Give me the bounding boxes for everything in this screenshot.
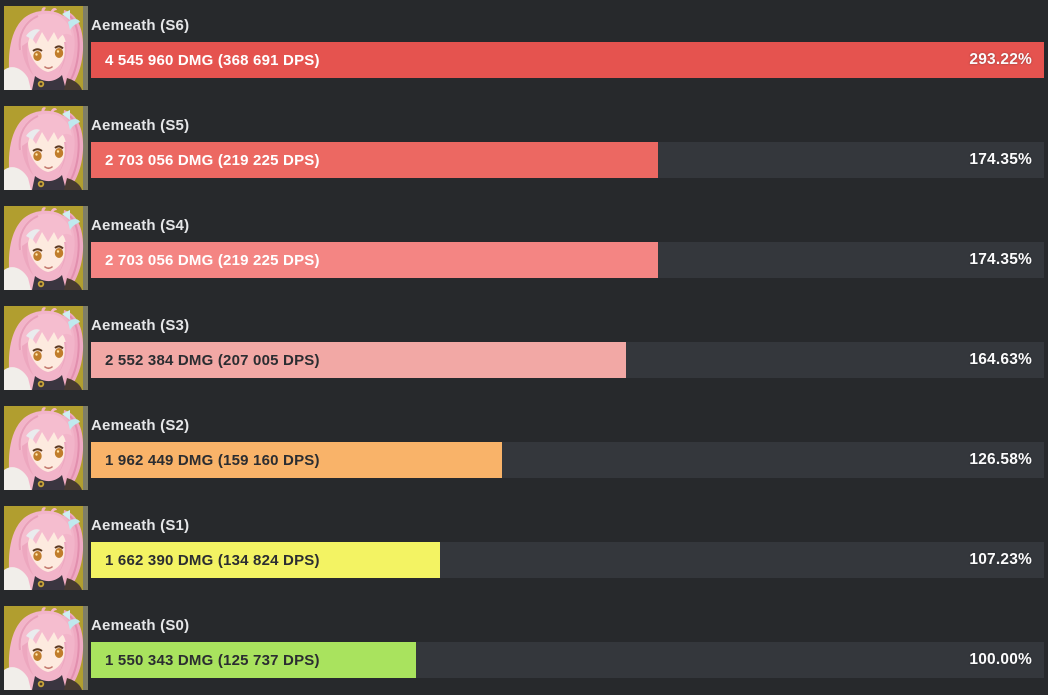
- row-label: Aemeath (S4): [91, 217, 190, 234]
- bar-fill: 4 545 960 DMG (368 691 DPS): [91, 42, 1044, 78]
- bar-fill: 2 703 056 DMG (219 225 DPS): [91, 242, 658, 278]
- percent-label: 164.63%: [969, 351, 1032, 368]
- row-content: Aemeath (S3) 2 552 384 DMG (207 005 DPS)…: [91, 300, 1044, 378]
- row-content: Aemeath (S4) 2 703 056 DMG (219 225 DPS)…: [91, 200, 1044, 278]
- row-content: Aemeath (S5) 2 703 056 DMG (219 225 DPS)…: [91, 100, 1044, 178]
- row-label: Aemeath (S5): [91, 117, 190, 134]
- bar-value-label: 2 552 384 DMG (207 005 DPS): [105, 351, 320, 369]
- bar-fill: 1 662 390 DMG (134 824 DPS): [91, 542, 440, 578]
- percent-label: 100.00%: [969, 651, 1032, 668]
- bar-track: 2 703 056 DMG (219 225 DPS) 174.35%: [91, 142, 1044, 178]
- bar-value-label: 1 550 343 DMG (125 737 DPS): [105, 651, 320, 669]
- bar-fill: 2 552 384 DMG (207 005 DPS): [91, 342, 627, 378]
- row-label: Aemeath (S3): [91, 317, 190, 334]
- aemeath-portrait-image: [4, 106, 88, 190]
- bar-value-label: 1 962 449 DMG (159 160 DPS): [105, 451, 320, 469]
- character-avatar: [4, 306, 88, 390]
- row-label: Aemeath (S6): [91, 17, 190, 34]
- bar-track: 1 962 449 DMG (159 160 DPS) 126.58%: [91, 442, 1044, 478]
- row-content: Aemeath (S2) 1 962 449 DMG (159 160 DPS)…: [91, 400, 1044, 478]
- bar-value-label: 4 545 960 DMG (368 691 DPS): [105, 51, 320, 69]
- chart-row-s3: Aemeath (S3) 2 552 384 DMG (207 005 DPS)…: [0, 300, 1048, 400]
- percent-label: 174.35%: [969, 251, 1032, 268]
- bar-track: 2 552 384 DMG (207 005 DPS) 164.63%: [91, 342, 1044, 378]
- aemeath-portrait-image: [4, 506, 88, 590]
- aemeath-portrait-image: [4, 306, 88, 390]
- percent-label: 107.23%: [969, 551, 1032, 568]
- character-avatar: [4, 206, 88, 290]
- chart-row-s0: Aemeath (S0) 1 550 343 DMG (125 737 DPS)…: [0, 600, 1048, 695]
- character-avatar: [4, 606, 88, 690]
- bar-value-label: 2 703 056 DMG (219 225 DPS): [105, 251, 320, 269]
- chart-row-s6: Aemeath (S6) 4 545 960 DMG (368 691 DPS)…: [0, 0, 1048, 100]
- character-avatar: [4, 106, 88, 190]
- aemeath-portrait-image: [4, 606, 88, 690]
- character-avatar: [4, 406, 88, 490]
- character-avatar: [4, 506, 88, 590]
- chart-row-s5: Aemeath (S5) 2 703 056 DMG (219 225 DPS)…: [0, 100, 1048, 200]
- row-content: Aemeath (S6) 4 545 960 DMG (368 691 DPS)…: [91, 0, 1044, 78]
- bar-track: 4 545 960 DMG (368 691 DPS) 293.22%: [91, 42, 1044, 78]
- row-label: Aemeath (S0): [91, 617, 190, 634]
- bar-value-label: 2 703 056 DMG (219 225 DPS): [105, 151, 320, 169]
- bar-track: 1 662 390 DMG (134 824 DPS) 107.23%: [91, 542, 1044, 578]
- bar-track: 1 550 343 DMG (125 737 DPS) 100.00%: [91, 642, 1044, 678]
- bar-value-label: 1 662 390 DMG (134 824 DPS): [105, 551, 320, 569]
- bar-fill: 1 550 343 DMG (125 737 DPS): [91, 642, 416, 678]
- chart-row-s2: Aemeath (S2) 1 962 449 DMG (159 160 DPS)…: [0, 400, 1048, 500]
- percent-label: 174.35%: [969, 151, 1032, 168]
- bar-fill: 2 703 056 DMG (219 225 DPS): [91, 142, 658, 178]
- row-content: Aemeath (S0) 1 550 343 DMG (125 737 DPS)…: [91, 600, 1044, 678]
- bar-fill: 1 962 449 DMG (159 160 DPS): [91, 442, 503, 478]
- chart-row-s1: Aemeath (S1) 1 662 390 DMG (134 824 DPS)…: [0, 500, 1048, 600]
- row-content: Aemeath (S1) 1 662 390 DMG (134 824 DPS)…: [91, 500, 1044, 578]
- bar-track: 2 703 056 DMG (219 225 DPS) 174.35%: [91, 242, 1044, 278]
- percent-label: 126.58%: [969, 451, 1032, 468]
- row-label: Aemeath (S1): [91, 517, 190, 534]
- aemeath-portrait-image: [4, 206, 88, 290]
- chart-row-s4: Aemeath (S4) 2 703 056 DMG (219 225 DPS)…: [0, 200, 1048, 300]
- aemeath-portrait-image: [4, 406, 88, 490]
- row-label: Aemeath (S2): [91, 417, 190, 434]
- aemeath-portrait-image: [4, 6, 88, 90]
- character-avatar: [4, 6, 88, 90]
- percent-label: 293.22%: [969, 51, 1032, 68]
